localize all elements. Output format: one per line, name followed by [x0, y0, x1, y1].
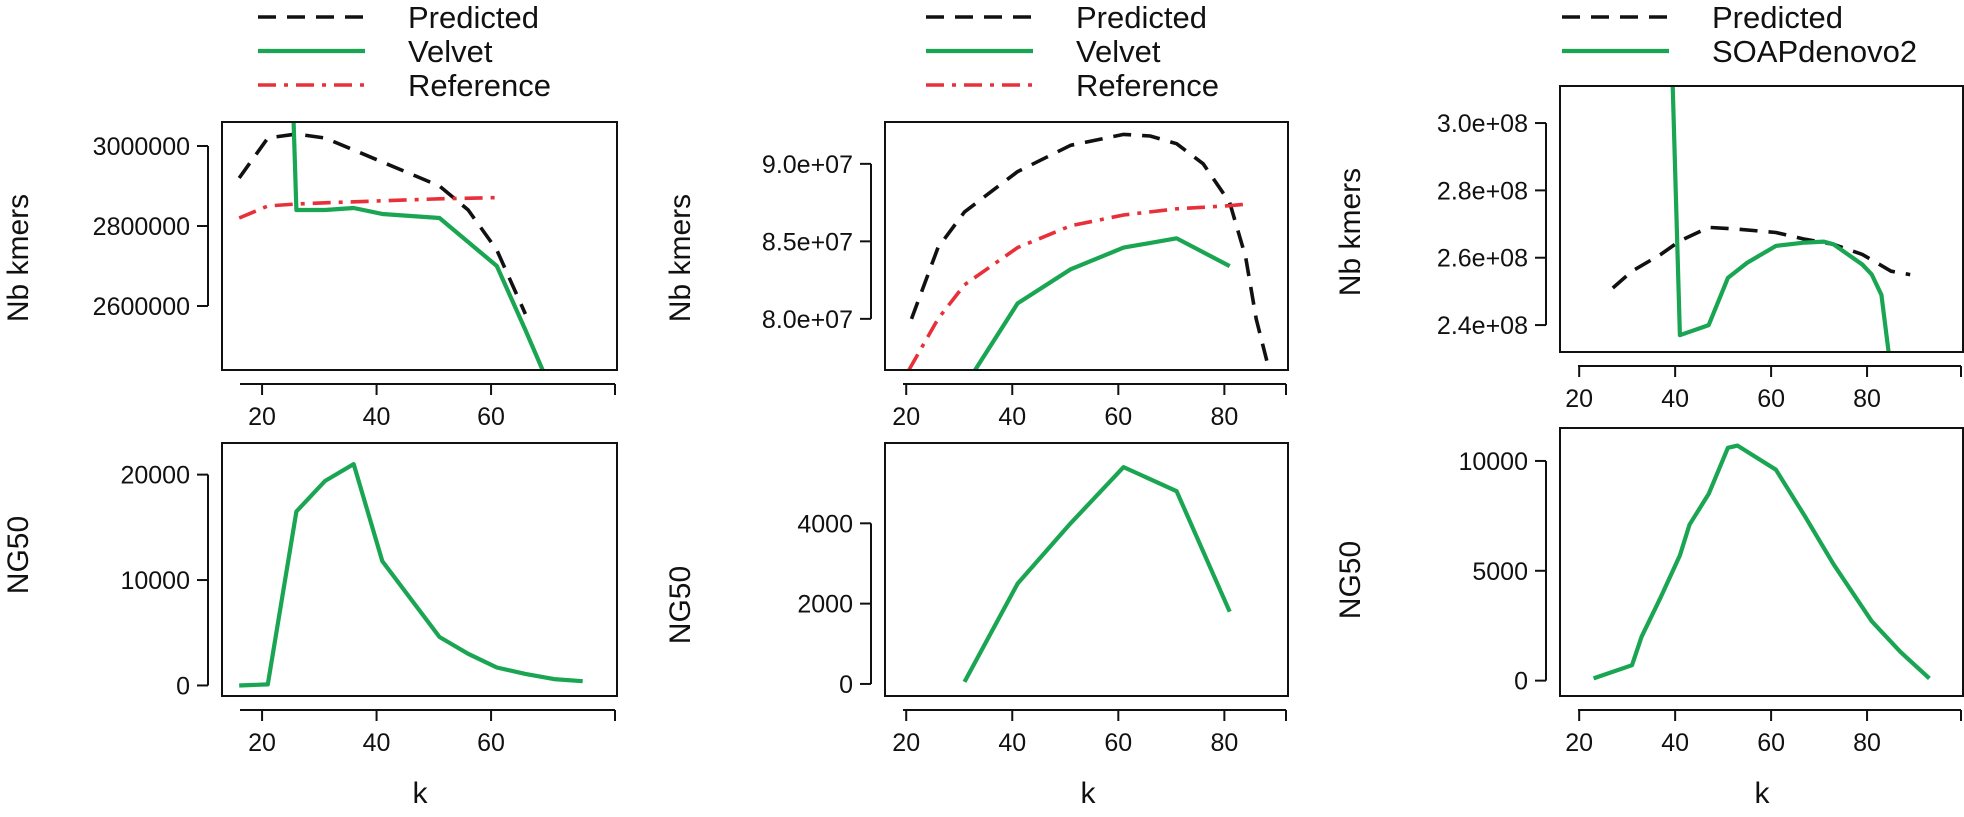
series-line-reference — [238, 195, 497, 220]
legend-label: Reference — [408, 68, 551, 103]
plot-frame — [1559, 85, 1964, 353]
x-tick-label: 20 — [892, 403, 920, 431]
x-tick-label: 60 — [1104, 729, 1132, 757]
x-tick-label: 40 — [1661, 385, 1689, 413]
legend-label: Reference — [1076, 68, 1219, 103]
y-tick-label: 3.0e+08 — [1437, 110, 1528, 138]
panel-bottom-right: 20 40 60 80 0 5000 10000 NG50 k — [1334, 427, 1964, 810]
x-tick-label: 20 — [1565, 385, 1593, 413]
legend-label: SOAPdenovo2 — [1712, 34, 1917, 69]
panel-top-left: 20 40 60 2600000 2800000 3000000 Nb kmers Predi… — [2, 0, 618, 431]
y-axis-title: Nb kmers — [1334, 168, 1367, 296]
series-line-velvet — [291, 122, 545, 370]
y-tick-label: 2.6e+08 — [1437, 245, 1528, 273]
x-tick-label: 20 — [248, 403, 276, 431]
y-tick-label: 10000 — [1458, 448, 1528, 476]
x-tick-label: 80 — [1210, 729, 1238, 757]
series-line-velvet — [962, 465, 1232, 683]
y-tick-label: 2.4e+08 — [1437, 312, 1528, 340]
plot-frame — [221, 121, 618, 371]
y-tick-label: 2000 — [797, 591, 853, 619]
legend-label: Predicted — [1712, 0, 1843, 35]
series-line-velvet — [239, 462, 583, 688]
x-tick-label: 60 — [1104, 403, 1132, 431]
plot-frame — [221, 442, 618, 697]
series-line-predicted — [1611, 225, 1911, 290]
x-tick-label: 40 — [998, 403, 1026, 431]
plot-frame — [1559, 427, 1964, 697]
y-tick-label: 3000000 — [93, 133, 190, 161]
x-tick-label: 80 — [1853, 729, 1881, 757]
legend-label: Predicted — [1076, 0, 1207, 35]
y-tick-label: 9.0e+07 — [762, 151, 853, 179]
plot-frame — [884, 121, 1289, 371]
y-tick-label: 2800000 — [93, 213, 190, 241]
y-tick-label: 8.0e+07 — [762, 306, 853, 334]
x-tick-label: 40 — [363, 403, 391, 431]
y-tick-label: 0 — [839, 671, 853, 699]
plot-frame — [884, 442, 1289, 697]
y-tick-label: 0 — [176, 672, 190, 700]
y-tick-label: 10000 — [120, 567, 190, 595]
x-tick-label: 80 — [1853, 385, 1881, 413]
y-axis-title: NG50 — [1334, 541, 1367, 619]
series-line-soapdenovo2 — [1592, 443, 1931, 681]
x-tick-label: 80 — [1210, 403, 1238, 431]
x-tick-label: 20 — [892, 729, 920, 757]
x-tick-label: 40 — [1661, 729, 1689, 757]
series-line-reference — [907, 202, 1246, 370]
x-tick-label: 60 — [1757, 729, 1785, 757]
series-line-soapdenovo2 — [1670, 86, 1891, 352]
x-tick-label: 20 — [1565, 729, 1593, 757]
x-tick-label: 40 — [363, 729, 391, 757]
panel-top-right: 20 40 60 80 2.4e+08 2.6e+08 2.8e+08 3.0e+08 Nb k… — [1334, 0, 1964, 413]
panel-bottom-left: 20 40 60 0 10000 20000 NG50 k — [2, 442, 618, 810]
series-line-velvet — [973, 236, 1231, 370]
x-tick-label: 60 — [477, 403, 505, 431]
y-axis-title: NG50 — [664, 566, 697, 644]
legend-label: Predicted — [408, 0, 539, 35]
x-tick-label: 60 — [477, 729, 505, 757]
panel-bottom-middle: 20 40 60 80 0 2000 4000 NG50 k — [664, 442, 1289, 810]
y-tick-label: 2600000 — [93, 293, 190, 321]
y-axis-title: NG50 — [2, 516, 35, 594]
legend-label: Velvet — [408, 34, 493, 69]
panel-top-middle: 20 40 60 80 8.0e+07 8.5e+07 9.0e+07 Nb kmers Pre… — [664, 0, 1289, 431]
y-tick-label: 0 — [1514, 668, 1528, 696]
x-tick-label: 40 — [998, 729, 1026, 757]
y-tick-label: 20000 — [120, 462, 190, 490]
x-tick-label: 60 — [1757, 385, 1785, 413]
y-axis-title: Nb kmers — [664, 194, 697, 322]
series-line-predicted — [909, 132, 1269, 362]
y-tick-label: 8.5e+07 — [762, 228, 853, 256]
legend-label: Velvet — [1076, 34, 1161, 69]
y-tick-label: 2.8e+08 — [1437, 177, 1528, 205]
y-tick-label: 5000 — [1472, 558, 1528, 586]
x-tick-label: 20 — [248, 729, 276, 757]
series-line-predicted — [237, 132, 528, 315]
y-tick-label: 4000 — [797, 510, 853, 538]
x-axis-title: k — [413, 777, 429, 810]
x-axis-title: k — [1755, 777, 1771, 810]
x-axis-title: k — [1081, 777, 1097, 810]
y-axis-title: Nb kmers — [2, 194, 35, 322]
